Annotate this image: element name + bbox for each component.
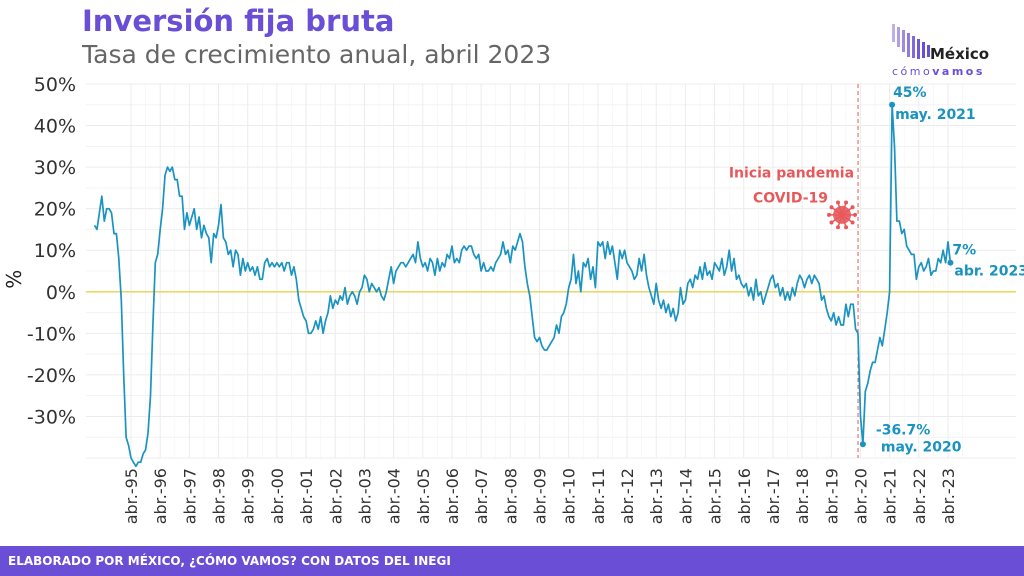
chart-subtitle: Tasa de crecimiento anual, abril 2023 [82,40,552,69]
logo-sub-bold: vamos [932,65,985,78]
virus-spike-tip [853,212,858,217]
virus-spike-tip [827,212,832,217]
trough-date-label: may. 2020 [881,439,962,455]
logo-name: México [930,45,990,63]
x-tick-label: abr.-96 [151,468,170,524]
virus-spike-tip [829,220,834,225]
trough-value-label: -36.7% [876,422,930,438]
x-tick-label: abr.-99 [239,468,258,524]
peak-point [889,101,896,108]
x-tick-label: abr.-19 [822,468,841,524]
trough-point [859,441,866,448]
logo-bars-icon [892,24,930,59]
y-tick-label: 50% [34,74,76,96]
y-tick-label: -20% [27,365,76,387]
x-tick-label: abr.-12 [618,468,637,524]
x-tick-label: abr.-15 [706,468,725,524]
pandemic-label-line1: Inicia pandemia [729,166,854,182]
virus-spike-tip [844,200,849,205]
y-axis-label: % [2,270,26,289]
virus-spike-tip [844,225,849,230]
y-tick-label: 0% [46,282,76,304]
x-tick-label: abr.-21 [881,468,900,524]
logo-sub-light: cómo [892,65,933,78]
chart-grid [86,83,1016,459]
x-tick-label: abr.-23 [939,468,958,524]
x-tick-label: abr.-18 [793,468,812,524]
chart-annotations: 45% may. 2021 -36.7%may. 2020 7% abr. 2023 In… [729,85,1024,456]
x-tick-label: abr.-09 [531,468,550,524]
x-tick-label: abr.-03 [355,468,374,524]
chart-title: Inversión fija bruta [82,4,395,38]
x-tick-label: abr.-20 [851,468,870,524]
series-line [93,103,952,468]
virus-spike-tip [836,225,841,230]
x-tick-label: abr.-95 [122,468,141,524]
x-tick-label: abr.-16 [735,468,754,524]
x-tick-label: abr.-07 [472,468,491,524]
line-chart: 50%40%30%20%10%0%-10%-20%-30% abr.-95 abr… [2,74,1024,524]
x-tick-label: abr.-08 [501,468,520,524]
x-tick-label: abr.-00 [268,468,287,524]
x-tick-label: abr.-02 [326,468,345,524]
footer-source: ELABORADO POR MÉXICO, ¿CÓMO VAMOS? CON D… [8,554,451,568]
x-tick-label: abr.-11 [589,468,608,524]
x-tick-label: abr.-13 [647,468,666,524]
x-axis-ticks: abr.-95 abr.-96 abr.-97 abr.-98 abr.-99 abr.-… [122,468,958,524]
y-tick-label: -30% [27,406,76,428]
x-tick-label: abr.-22 [910,468,929,524]
virus-spike-tip [836,200,841,205]
pandemic-label-line2: COVID-19 [753,190,828,206]
virus-body [833,205,852,224]
x-tick-label: abr.-98 [210,468,229,524]
y-axis-ticks: 50% 40% 30% 20% 10% 0% -10% -20% -30% [27,74,76,428]
y-tick-label: 40% [34,116,76,138]
y-tick-label: 20% [34,199,76,221]
peak-value-label: 45% [893,85,927,101]
x-tick-label: abr.-97 [180,468,199,524]
virus-spike-tip [850,220,855,225]
x-tick-label: abr.-05 [414,468,433,524]
x-tick-label: abr.-14 [676,468,695,524]
x-tick-label: abr.-10 [560,468,579,524]
virus-spike-tip [850,205,855,210]
y-tick-label: 10% [34,240,76,262]
virus-spike-tip [829,205,834,210]
virus-icon [827,200,858,230]
last-date-label: abr. 2023 [954,264,1024,280]
last-point [947,259,954,266]
x-tick-label: abr.-06 [443,468,462,524]
last-value-label: 7% [952,243,976,259]
y-tick-label: 30% [34,157,76,179]
peak-date-label: may. 2021 [895,107,976,123]
footer-bar: ELABORADO POR MÉXICO, ¿CÓMO VAMOS? CON D… [0,546,1024,576]
y-tick-label: -10% [27,323,76,345]
logo: México cómovamos [888,22,998,82]
logo-subtitle: cómovamos [892,65,985,78]
x-tick-label: abr.-01 [297,468,316,524]
x-tick-label: abr.-17 [764,468,783,524]
x-tick-label: abr.-04 [385,468,404,524]
